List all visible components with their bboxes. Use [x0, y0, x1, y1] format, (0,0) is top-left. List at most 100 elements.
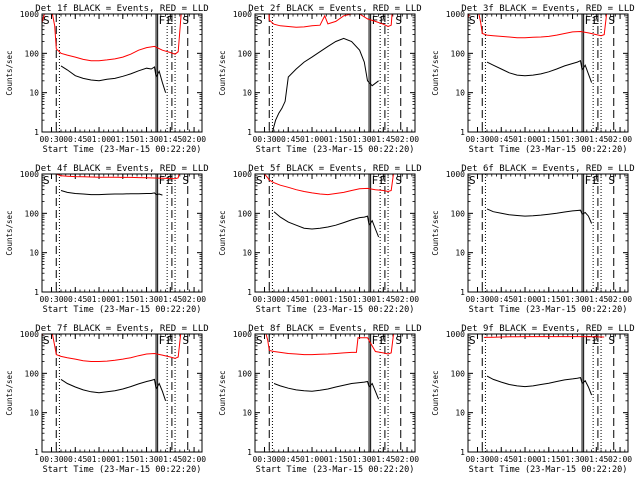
x-tick-label: 01:45: [371, 455, 395, 464]
x-axis-label: Start Time (23-Mar-15 00:22:20): [469, 305, 628, 315]
plot-frame: [254, 173, 416, 293]
y-tick-label: 1000: [20, 330, 39, 339]
events-series-line: [486, 208, 593, 224]
y-tick-label: 10: [29, 409, 39, 418]
x-tick-label: 02:00: [608, 455, 632, 464]
y-tick-label: 100: [451, 49, 466, 58]
panel-5: Det 5f BLACK = Events, RED = LLD 1 10 100 10…: [218, 164, 422, 315]
panel-title: Det 3f BLACK = Events, RED = LLD: [461, 4, 634, 14]
y-tick-label: 10: [29, 89, 39, 98]
events-series-line: [271, 37, 379, 132]
x-axis-label: Start Time (23-Mar-15 00:22:20): [43, 145, 202, 155]
events-series-line: [60, 190, 163, 196]
events-series-line: [273, 211, 380, 238]
x-tick-label: 02:00: [395, 135, 419, 144]
end-marker-label: E: [380, 14, 387, 27]
sunset-marker-label: S: [395, 174, 402, 187]
y-tick-label: 1: [34, 448, 39, 457]
x-tick-label: 02:00: [608, 135, 632, 144]
f-marker-label: F: [372, 174, 379, 187]
sunset-marker-label: S: [182, 174, 189, 187]
x-tick-label: 01:30: [348, 135, 372, 144]
y-tick-label: 1000: [446, 170, 465, 179]
y-tick-label: 100: [25, 49, 40, 58]
x-tick-label: 00:45: [276, 295, 300, 304]
sunset-marker-label: S: [608, 14, 615, 27]
events-series-line: [486, 375, 593, 396]
y-tick-label: 10: [242, 409, 252, 418]
f-marker-label: F: [159, 334, 166, 347]
x-axis-label: Start Time (23-Mar-15 00:22:20): [469, 465, 628, 475]
x-tick-label: 01:45: [158, 295, 182, 304]
f-marker-label: F: [585, 174, 592, 187]
y-tick-label: 1: [247, 128, 252, 137]
x-axis-label: Start Time (23-Mar-15 00:22:20): [43, 465, 202, 475]
x-tick-label: 01:15: [537, 455, 561, 464]
panel-2: Det 2f BLACK = Events, RED = LLD 1 10 100 10…: [218, 4, 422, 155]
f-marker-label: F: [585, 14, 592, 27]
x-tick-label: 02:00: [395, 295, 419, 304]
plot-frame: [41, 13, 203, 133]
panel-title: Det 8f BLACK = Events, RED = LLD: [248, 324, 421, 334]
plot-frame: [254, 333, 416, 453]
x-tick-label: 02:00: [608, 295, 632, 304]
x-tick-label: 02:00: [182, 135, 206, 144]
y-tick-label: 10: [455, 249, 465, 258]
y-axis-label: Counts/sec: [218, 370, 227, 415]
x-axis-label: Start Time (23-Mar-15 00:22:20): [469, 145, 628, 155]
y-tick-label: 1: [460, 288, 465, 297]
x-tick-label: 01:15: [324, 455, 348, 464]
x-tick-label: 00:30: [465, 295, 489, 304]
end-marker-label: E: [380, 174, 387, 187]
start-marker-label: S: [469, 174, 476, 187]
end-marker-label: E: [593, 334, 600, 347]
x-tick-label: 00:45: [63, 455, 87, 464]
y-tick-label: 100: [238, 369, 253, 378]
y-tick-label: 100: [451, 369, 466, 378]
end-marker-label: E: [167, 334, 174, 347]
sunset-marker-label: S: [182, 14, 189, 27]
x-tick-label: 01:30: [561, 295, 585, 304]
plot-frame: [467, 13, 629, 133]
plot-frame: [254, 13, 416, 133]
x-tick-label: 01:00: [300, 135, 324, 144]
y-axis-label: Counts/sec: [218, 50, 227, 95]
sunset-marker-label: S: [395, 14, 402, 27]
y-tick-label: 1000: [446, 330, 465, 339]
f-marker-label: F: [159, 174, 166, 187]
panel-title: Det 9f BLACK = Events, RED = LLD: [461, 324, 634, 334]
x-tick-label: 01:45: [371, 295, 395, 304]
x-tick-label: 02:00: [395, 455, 419, 464]
lld-series-line: [265, 334, 395, 356]
plot-frame: [41, 173, 203, 293]
panel-title: Det 4f BLACK = Events, RED = LLD: [35, 164, 208, 174]
sunset-marker-label: S: [608, 334, 615, 347]
y-axis-label: Counts/sec: [431, 50, 440, 95]
lld-series-line: [42, 14, 182, 62]
events-series-line: [60, 378, 167, 401]
lld-series-line: [268, 14, 393, 28]
x-tick-label: 01:00: [87, 135, 111, 144]
x-tick-label: 01:00: [513, 135, 537, 144]
x-tick-label: 00:45: [489, 295, 513, 304]
x-tick-label: 01:15: [111, 135, 135, 144]
y-tick-label: 10: [242, 249, 252, 258]
panel-6: Det 6f BLACK = Events, RED = LLD 1 10 100 10…: [431, 164, 635, 315]
events-series-line: [273, 380, 380, 400]
x-axis-label: Start Time (23-Mar-15 00:22:20): [43, 305, 202, 315]
panel-1: Det 1f BLACK = Events, RED = LLD 1 10 100 10…: [5, 4, 209, 155]
y-tick-label: 1: [460, 128, 465, 137]
x-tick-label: 00:45: [489, 135, 513, 144]
x-tick-label: 00:45: [276, 135, 300, 144]
y-axis-label: Counts/sec: [431, 210, 440, 255]
y-tick-label: 1: [247, 448, 252, 457]
end-marker-label: E: [593, 174, 600, 187]
sunset-marker-label: S: [608, 174, 615, 187]
start-marker-label: S: [43, 174, 50, 187]
y-tick-label: 100: [238, 209, 253, 218]
x-tick-label: 01:30: [135, 455, 159, 464]
x-tick-label: 01:30: [135, 295, 159, 304]
x-tick-label: 01:30: [348, 455, 372, 464]
events-series-line: [60, 65, 167, 93]
